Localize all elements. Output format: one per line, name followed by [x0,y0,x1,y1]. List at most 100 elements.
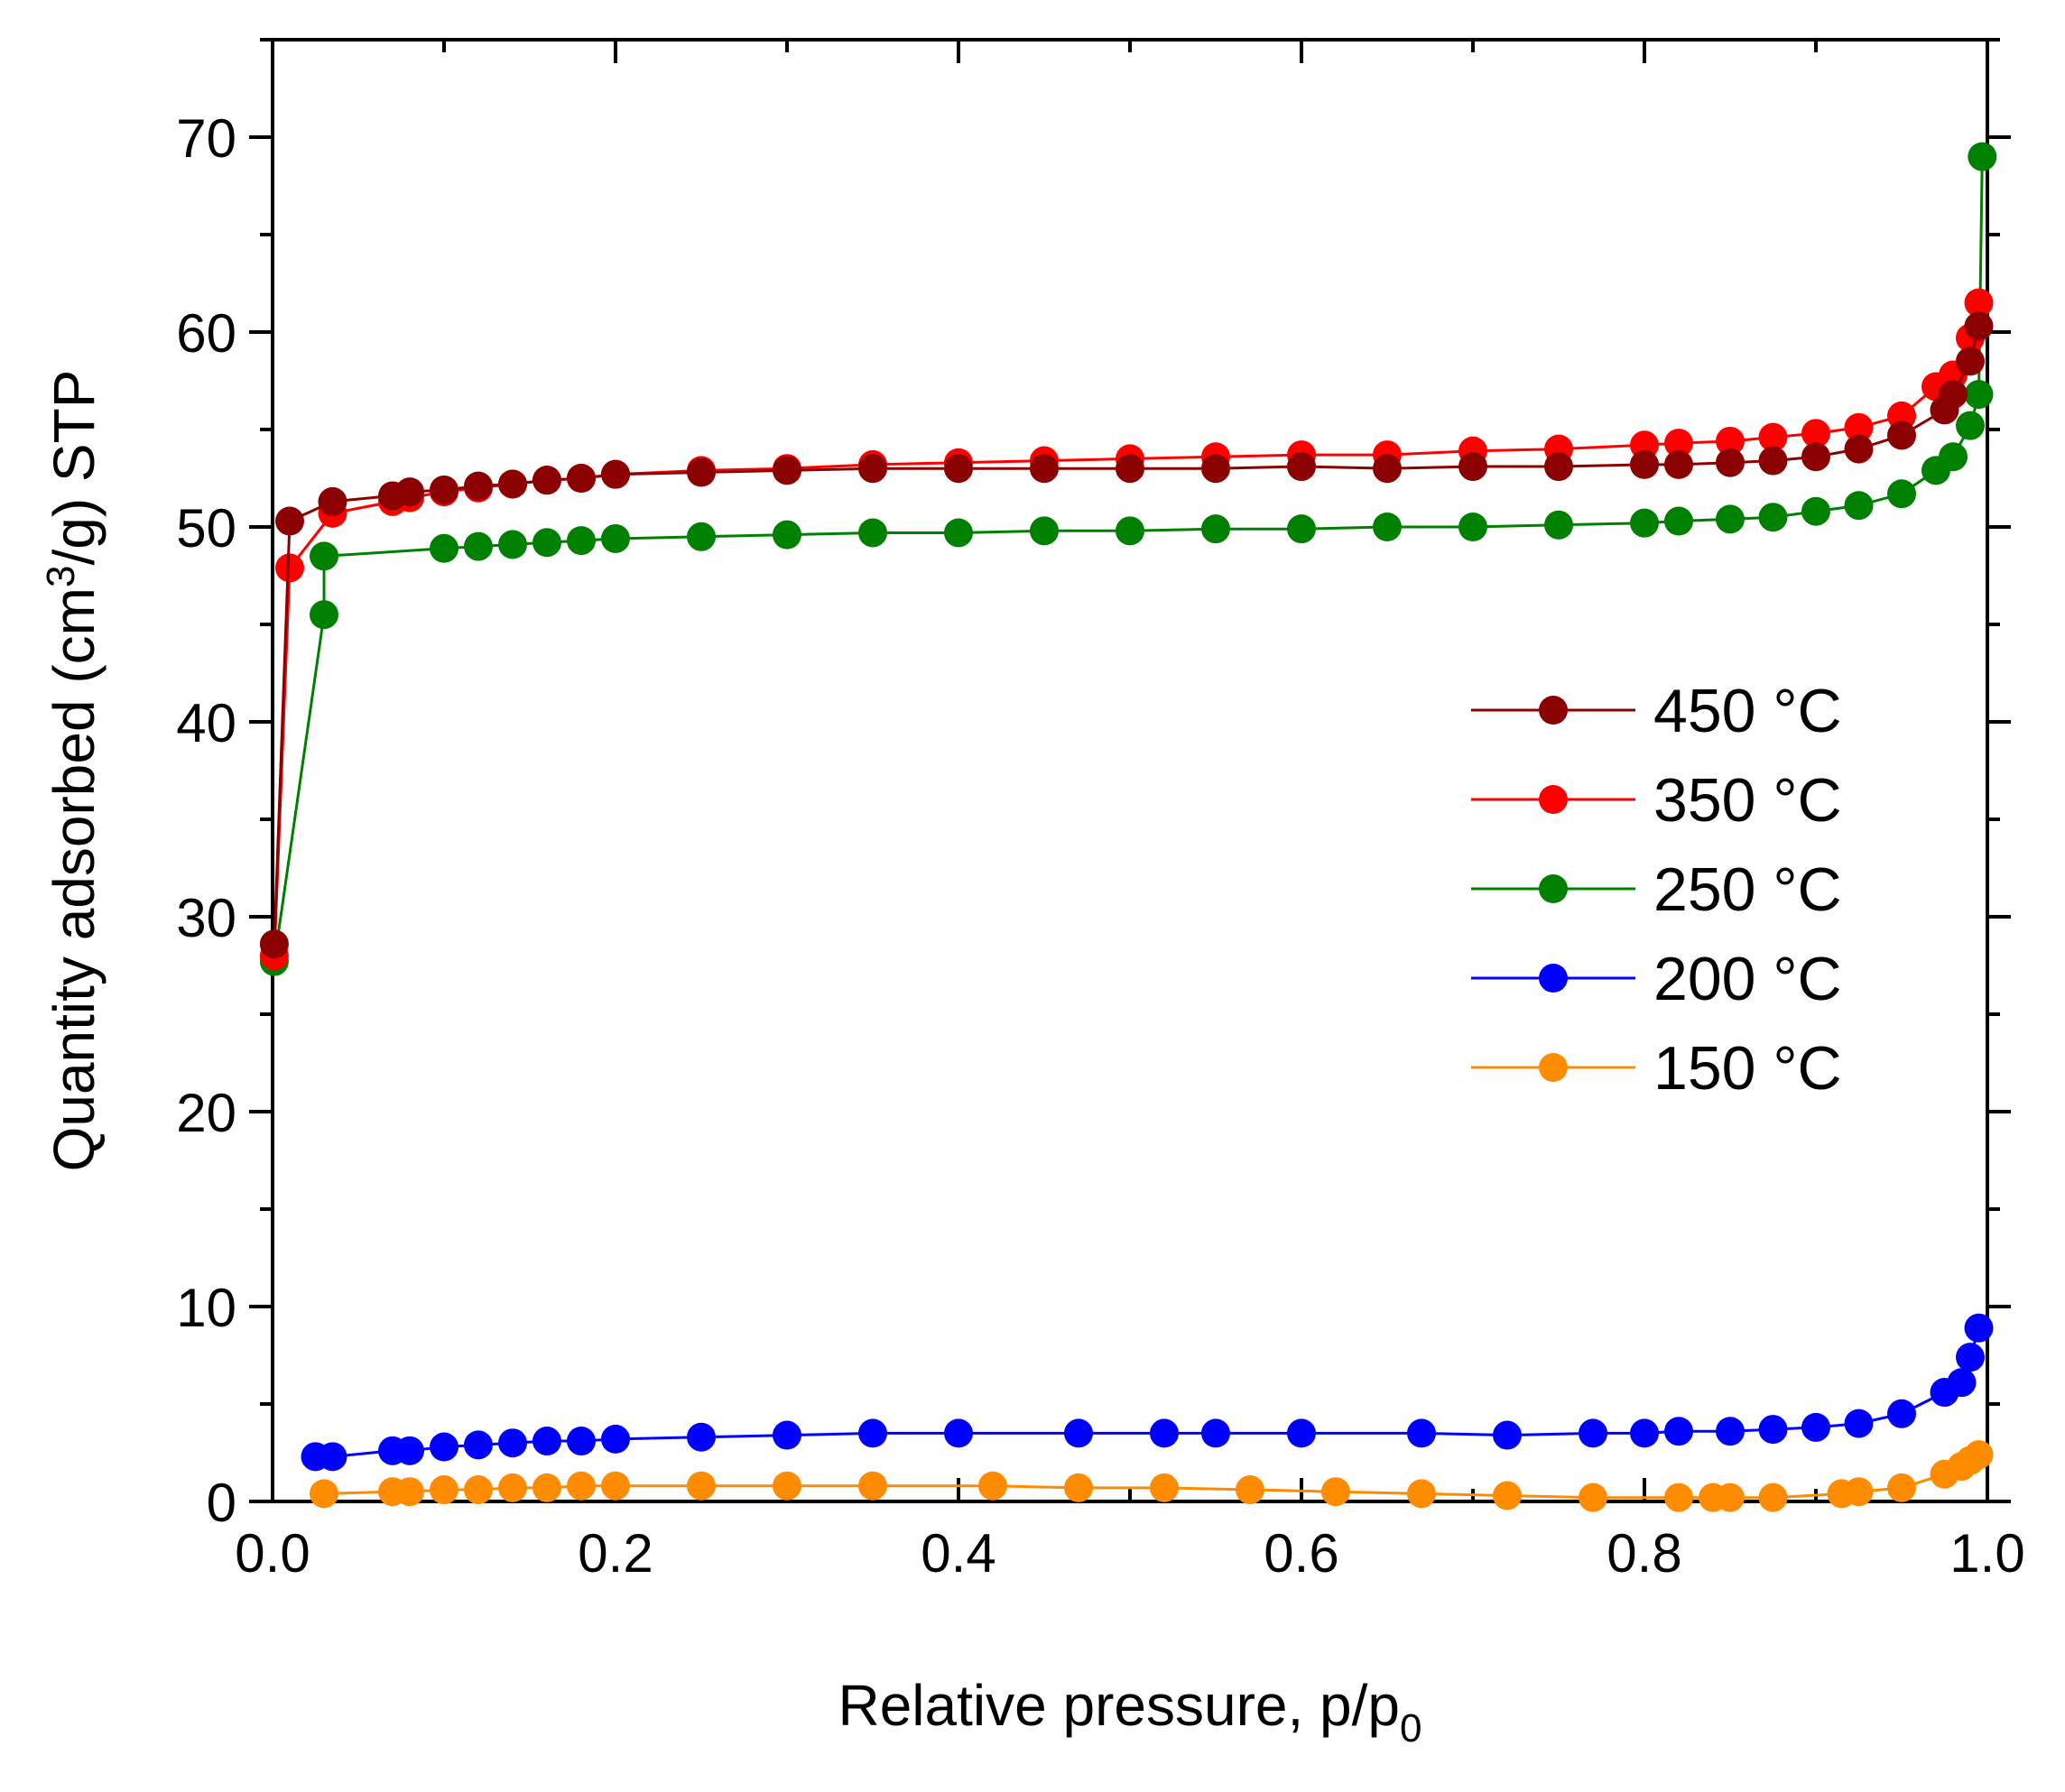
data-point-450C [464,471,493,501]
data-point-150C [773,1471,801,1501]
data-point-350C [1964,288,1994,318]
series-line-250C [273,156,1984,962]
data-point-250C [1458,513,1487,541]
data-point-350C [1664,429,1693,458]
data-point-200C [1287,1418,1316,1448]
data-point-200C [773,1420,801,1450]
series-450C [259,311,1994,959]
data-point-250C [1716,504,1745,534]
series-250C [259,142,1997,976]
data-point-200C [395,1436,424,1465]
data-point-450C [858,454,887,484]
data-point-450C [395,477,424,507]
x-tick-label: 0.0 [235,1523,310,1584]
data-point-450C [318,486,347,516]
data-point-350C [275,553,304,583]
data-point-200C [1956,1343,1985,1372]
data-point-150C [1664,1483,1693,1512]
data-point-200C [1579,1418,1607,1448]
x-tick-label: 1.0 [1949,1523,2024,1584]
y-axis-title-suffix: /g) STP [42,370,106,566]
data-point-200C [1887,1399,1916,1428]
data-point-200C [430,1432,458,1462]
data-point-250C [1844,491,1874,521]
data-point-250C [1287,514,1316,544]
data-point-150C [1964,1440,1994,1470]
data-point-200C [1801,1412,1830,1442]
y-tick-label: 10 [176,1278,236,1338]
data-point-450C [1458,452,1487,482]
y-axis-title-superscript: 3 [39,566,83,587]
data-point-150C [1887,1473,1916,1502]
data-point-150C [532,1473,561,1502]
x-tick-label: 0.6 [1264,1523,1338,1584]
data-point-450C [259,929,289,959]
data-point-250C [1801,496,1830,526]
y-axis-title: Quantity adsorbed (cm3/g) STP [39,370,106,1172]
data-point-200C [567,1427,596,1456]
x-tick-label: 0.4 [921,1523,995,1584]
data-point-450C [1544,452,1573,482]
data-point-450C [567,464,596,493]
data-point-250C [310,600,338,630]
data-point-200C [318,1442,347,1472]
data-point-250C [1939,442,1968,472]
data-point-150C [601,1471,630,1501]
data-point-150C [1844,1477,1874,1507]
data-point-450C [1201,454,1230,484]
y-tick-label: 40 [176,693,236,753]
data-point-150C [858,1471,887,1501]
data-point-450C [1287,452,1316,482]
data-point-450C [1758,446,1788,476]
data-point-150C [978,1471,1007,1501]
data-point-200C [498,1428,527,1458]
data-point-450C [1716,448,1745,477]
data-point-450C [1939,380,1968,410]
legend-item-350C: 350 °C [1471,766,1842,835]
x-tick-label: 0.2 [578,1523,653,1584]
data-point-200C [1716,1417,1745,1446]
data-point-450C [1116,454,1144,484]
legend-label: 250 °C [1653,855,1842,924]
legend-marker [1539,964,1568,993]
data-point-150C [1150,1473,1179,1502]
data-point-250C [1373,513,1402,541]
data-point-250C [310,541,338,571]
data-point-250C [601,523,630,553]
data-point-450C [430,475,458,504]
data-point-250C [858,518,887,548]
data-point-250C [1956,411,1985,440]
x-axis-title-subscript: 0 [1400,1706,1421,1750]
legend-marker [1539,696,1568,725]
data-point-250C [1544,510,1573,540]
x-axis-title-main: Relative pressure, p/p [838,1673,1400,1738]
legend-item-450C: 450 °C [1471,677,1842,745]
x-tick-label: 0.8 [1607,1523,1681,1584]
data-point-250C [1964,380,1994,410]
legend-label: 200 °C [1653,945,1842,1013]
data-point-200C [1201,1418,1230,1448]
data-point-200C [687,1422,716,1452]
data-point-350C [1844,412,1874,442]
y-tick-label: 0 [207,1473,236,1533]
data-point-350C [1801,419,1830,448]
data-point-150C [1493,1481,1522,1510]
data-point-250C [944,518,973,548]
data-point-150C [1758,1483,1788,1512]
data-point-150C [1579,1483,1607,1512]
data-point-450C [532,466,561,495]
data-point-450C [687,457,716,487]
data-point-250C [1201,514,1230,544]
data-point-450C [1801,442,1830,472]
data-point-200C [1664,1417,1693,1446]
y-tick-label: 50 [176,498,236,559]
data-point-250C [1887,479,1916,509]
data-point-200C [601,1424,630,1454]
data-point-150C [395,1477,424,1507]
legend-label: 150 °C [1653,1034,1842,1103]
data-point-450C [601,459,630,489]
data-point-200C [532,1427,561,1456]
data-point-450C [773,456,801,485]
data-point-250C [1968,142,1997,171]
